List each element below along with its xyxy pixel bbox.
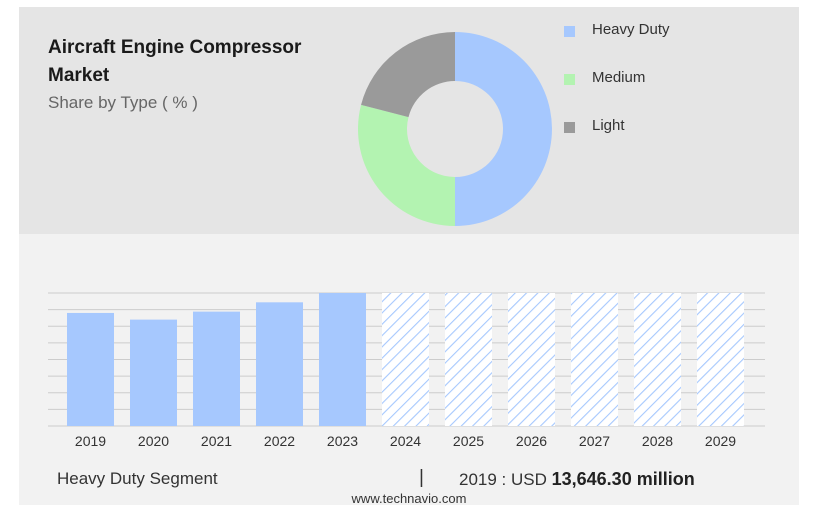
x-tick-label-2024: 2024	[390, 433, 421, 449]
chart-title: Aircraft Engine Compressor Market	[48, 37, 302, 86]
legend-label: Light	[592, 117, 625, 134]
x-tick-label-2022: 2022	[264, 433, 295, 449]
bottom-panel: 2019 2020 2021 2022 2023 2024 2025 2026 2027 2028…	[19, 234, 799, 506]
forecast-bar-2024	[382, 293, 429, 426]
bar-chart: 2019 2020 2021 2022 2023 2024 2025 2026 2027 2028…	[48, 292, 765, 449]
forecast-bar-2025	[445, 293, 492, 426]
legend-swatch	[564, 122, 575, 133]
donut-slice-heavy-duty	[455, 32, 552, 226]
x-tick-label-2021: 2021	[201, 433, 232, 449]
legend-label: Heavy Duty	[592, 21, 670, 38]
x-tick-label-2027: 2027	[579, 433, 610, 449]
donut-slice-light	[361, 32, 455, 118]
legend-swatch	[564, 26, 575, 37]
x-tick-label-2019: 2019	[75, 433, 106, 449]
donut-slice-medium	[358, 104, 455, 226]
forecast-bar-2028	[634, 293, 681, 426]
segment-value: 2019 : USD 13,646.30 million	[459, 469, 695, 490]
donut-chart	[358, 32, 552, 226]
bar-2023	[319, 293, 366, 426]
bar-2020	[130, 319, 177, 426]
footer-divider: |	[419, 467, 424, 488]
x-tick-label-2020: 2020	[138, 433, 169, 449]
x-tick-label-2029: 2029	[705, 433, 736, 449]
forecast-bar-2029	[697, 293, 744, 426]
value-amount: 13,646.30 million	[551, 469, 695, 489]
x-tick-label-2028: 2028	[642, 433, 673, 449]
source-link[interactable]: www.technavio.com	[351, 491, 467, 506]
top-panel: Aircraft Engine Compressor Market Share …	[19, 7, 799, 234]
x-tick-label-2023: 2023	[327, 433, 358, 449]
forecast-bar-2027	[571, 293, 618, 426]
legend-label: Medium	[592, 69, 646, 86]
bar-2021	[193, 311, 240, 426]
value-prefix: 2019 : USD	[459, 470, 547, 489]
forecast-bar-2026	[508, 293, 555, 426]
chart-subtitle: Share by Type ( % )	[48, 93, 198, 112]
segment-label: Heavy Duty Segment	[57, 469, 218, 488]
bar-2019	[67, 312, 114, 426]
x-tick-label-2025: 2025	[453, 433, 484, 449]
bar-2022	[256, 302, 303, 426]
legend-swatch	[564, 74, 575, 85]
x-tick-label-2026: 2026	[516, 433, 547, 449]
